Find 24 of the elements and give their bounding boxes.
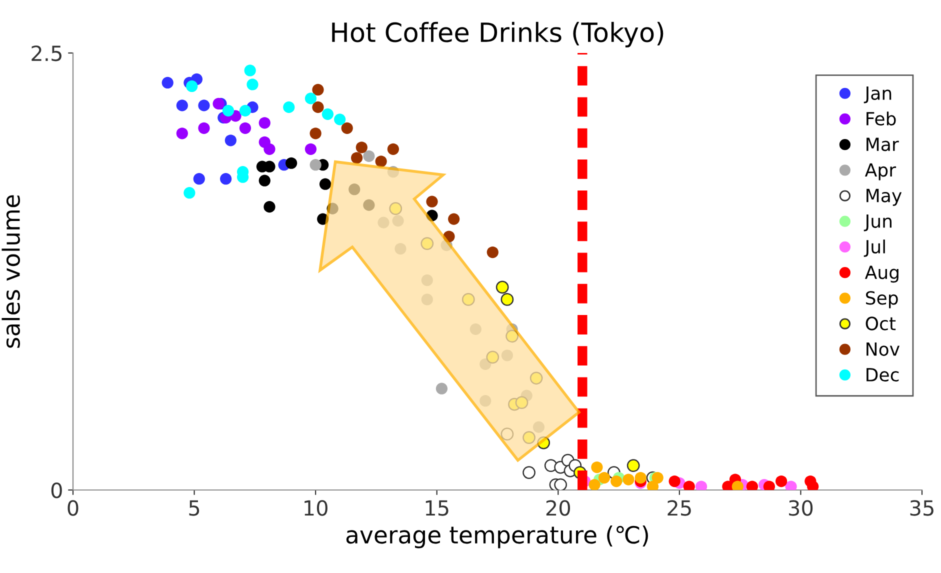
- x-tick-label: 15: [426, 500, 448, 516]
- x-tick-label: 10: [304, 500, 328, 516]
- legend-label: Aug: [864, 266, 898, 283]
- y-axis-title: sales volume: [2, 195, 20, 348]
- x-tick-label: 35: [910, 500, 934, 516]
- x-tick-label: 0: [68, 500, 78, 516]
- legend-label: Oct: [866, 316, 896, 330]
- legend-label: Apr: [864, 163, 896, 180]
- legend-label: Dec: [866, 368, 899, 382]
- x-tick-label: 20: [546, 500, 570, 516]
- x-axis-title: average temperature (℃): [346, 525, 648, 548]
- legend-label: May: [866, 188, 902, 206]
- chart-title: Hot Coffee Drinks (Tokyo): [332, 22, 664, 48]
- y-tick-label: 2.5: [32, 45, 62, 62]
- legend-label: Feb: [866, 112, 896, 126]
- legend-label: Sep: [866, 291, 898, 308]
- x-tick-label: 30: [789, 500, 813, 516]
- legend-label: Jul: [864, 240, 885, 257]
- legend-label: Jan: [864, 86, 892, 104]
- x-tick-label: 25: [668, 500, 691, 516]
- legend-label: Jun: [864, 214, 892, 232]
- x-tick-label: 5: [189, 500, 200, 516]
- legend-label: Nov: [866, 342, 900, 356]
- legend-label: Mar: [866, 138, 899, 152]
